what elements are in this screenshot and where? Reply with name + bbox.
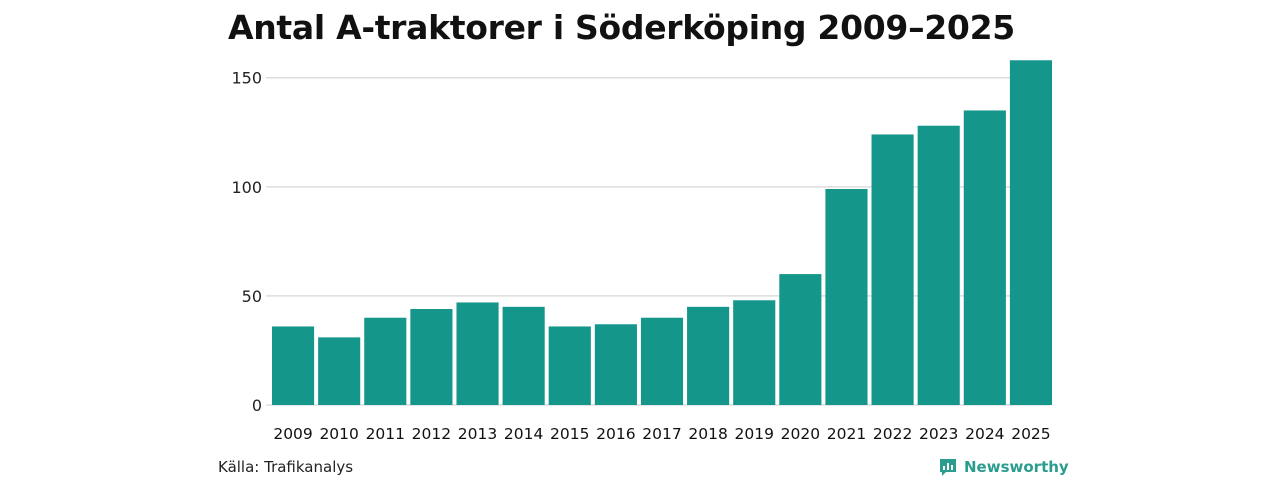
bar-2013: [456, 302, 499, 405]
source-note: Källa: Trafikanalys: [218, 458, 354, 476]
y-tick-label: 100: [231, 178, 262, 197]
brand-logo[interactable]: Newsworthy: [938, 455, 1069, 479]
bar-2020: [779, 274, 822, 405]
bar-2009: [272, 326, 315, 405]
x-tick-label: 2013: [458, 425, 497, 443]
brand-name: Newsworthy: [964, 458, 1069, 476]
bar-2024: [963, 110, 1006, 406]
y-tick-label: 50: [242, 287, 262, 306]
x-tick-label: 2021: [827, 425, 866, 443]
x-tick-label: 2018: [688, 425, 727, 443]
x-axis-tick-labels: 2009 2010 2011 2012 2013 2014 2015 2016 2017 2018…: [273, 425, 1050, 443]
bars: [272, 60, 1052, 406]
bar-2021: [825, 189, 868, 405]
bar-2019: [733, 300, 776, 405]
x-tick-label: 2016: [596, 425, 635, 443]
x-tick-label: 2024: [965, 425, 1004, 443]
bar-2022: [871, 134, 914, 406]
y-tick-label: 0: [252, 396, 262, 415]
bar-2017: [640, 317, 684, 405]
x-tick-label: 2022: [873, 425, 912, 443]
bar-2010: [318, 337, 361, 405]
x-tick-label: 2009: [273, 425, 312, 443]
bar-2012: [410, 309, 453, 405]
x-tick-label: 2012: [412, 425, 451, 443]
x-tick-label: 2011: [366, 425, 405, 443]
x-tick-label: 2023: [919, 425, 958, 443]
chart-title: Antal A-traktorer i Söderköping 2009–202…: [228, 8, 1015, 47]
x-tick-label: 2025: [1011, 425, 1050, 443]
bar-2018: [687, 306, 730, 405]
y-axis-tick-labels: 0 50 100 150: [231, 69, 262, 415]
x-tick-label: 2020: [781, 425, 820, 443]
bar-chart-icon: [940, 459, 956, 476]
x-tick-label: 2015: [550, 425, 589, 443]
x-tick-label: 2010: [319, 425, 358, 443]
x-tick-label: 2014: [504, 425, 543, 443]
bar-2016: [594, 324, 637, 405]
bar-2015: [548, 326, 591, 405]
bar-2025: [1009, 60, 1052, 405]
bar-2011: [364, 317, 407, 405]
x-tick-label: 2019: [735, 425, 774, 443]
x-tick-label: 2017: [642, 425, 681, 443]
bar-2023: [917, 125, 960, 406]
bar-2014: [502, 306, 545, 405]
y-tick-label: 150: [231, 69, 262, 88]
